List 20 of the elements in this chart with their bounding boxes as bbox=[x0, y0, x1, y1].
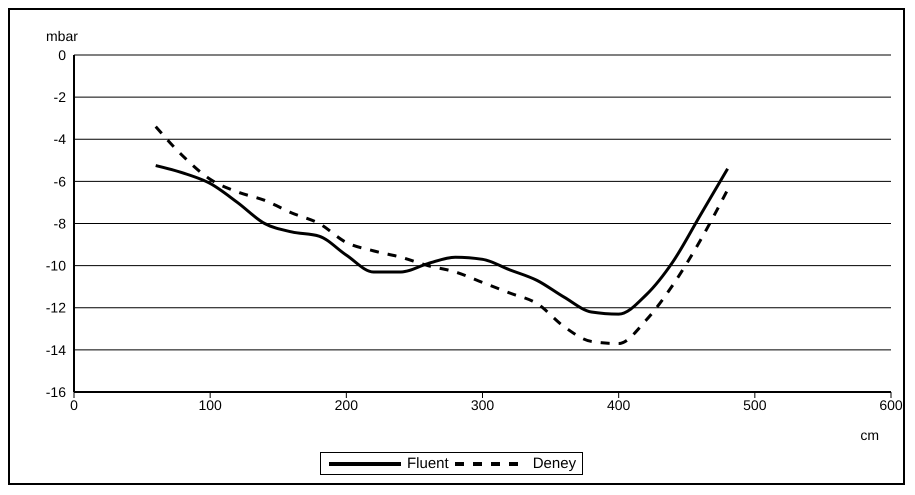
y-tick-label: -4 bbox=[54, 131, 66, 148]
y-tick-label: 0 bbox=[58, 46, 66, 63]
x-tick-label: 300 bbox=[470, 396, 494, 413]
x-tick-label: 400 bbox=[606, 396, 631, 413]
y-tick-label: -10 bbox=[46, 258, 66, 274]
y-tick-label: -12 bbox=[46, 300, 66, 316]
legend-label: Fluent bbox=[407, 455, 449, 472]
y-tick-label: -16 bbox=[46, 384, 66, 400]
x-tick-label: 500 bbox=[743, 396, 767, 413]
y-tick-label: -8 bbox=[54, 215, 66, 232]
x-tick-label: 0 bbox=[70, 396, 78, 413]
x-tick-label: 200 bbox=[334, 396, 358, 413]
y-axis-title: mbar bbox=[46, 28, 78, 44]
y-tick-label: -14 bbox=[46, 342, 66, 358]
legend-label: Deney bbox=[532, 455, 576, 472]
y-tick-label: -6 bbox=[54, 173, 66, 190]
x-tick-label: 100 bbox=[198, 396, 222, 413]
x-axis-title: cm bbox=[860, 427, 879, 443]
y-tick-label: -2 bbox=[54, 89, 66, 106]
x-tick-label: 600 bbox=[879, 396, 903, 413]
